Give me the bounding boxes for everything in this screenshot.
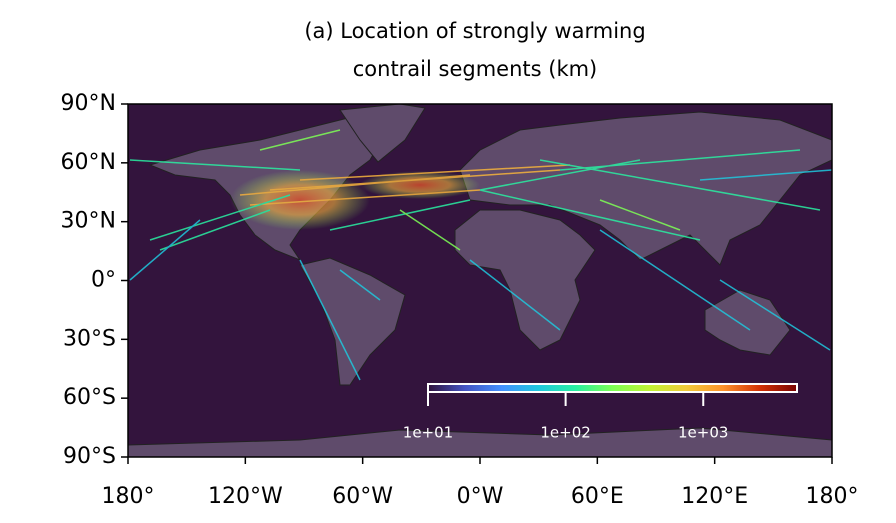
colorbar-tick-label: 1e+01 — [403, 424, 453, 442]
contrails — [129, 129, 832, 381]
x-tick-label: 60°E — [571, 484, 624, 509]
x-tick-label: 180° — [102, 484, 155, 509]
land — [454, 209, 596, 351]
colorbar-tick-label: 1e+02 — [540, 424, 590, 442]
x-tick-label: 60°W — [332, 484, 393, 509]
y-tick-label: 60°N — [61, 150, 116, 175]
y-tick-label: 30°S — [63, 326, 116, 351]
title-line: contrail segments (km) — [353, 57, 598, 81]
title-line: (a) Location of strongly warming — [304, 19, 645, 43]
land — [299, 257, 406, 386]
x-tick-label: 120°W — [208, 484, 283, 509]
y-tick-label: 30°N — [61, 209, 116, 234]
land — [339, 104, 426, 163]
colorbar-tick-label: 1e+03 — [678, 424, 728, 442]
x-tick-label: 0°W — [457, 484, 504, 509]
y-tick-label: 90°N — [61, 91, 116, 116]
y-tick-label: 90°S — [63, 444, 116, 469]
map-area — [128, 104, 832, 457]
land — [459, 111, 832, 266]
x-tick-label: 120°E — [681, 484, 748, 509]
y-tick-label: 60°S — [63, 385, 116, 410]
colorbar — [427, 383, 798, 393]
y-tick-label: 0° — [91, 268, 116, 293]
land — [704, 289, 791, 356]
land — [128, 427, 832, 457]
x-tick-label: 180° — [806, 484, 859, 509]
